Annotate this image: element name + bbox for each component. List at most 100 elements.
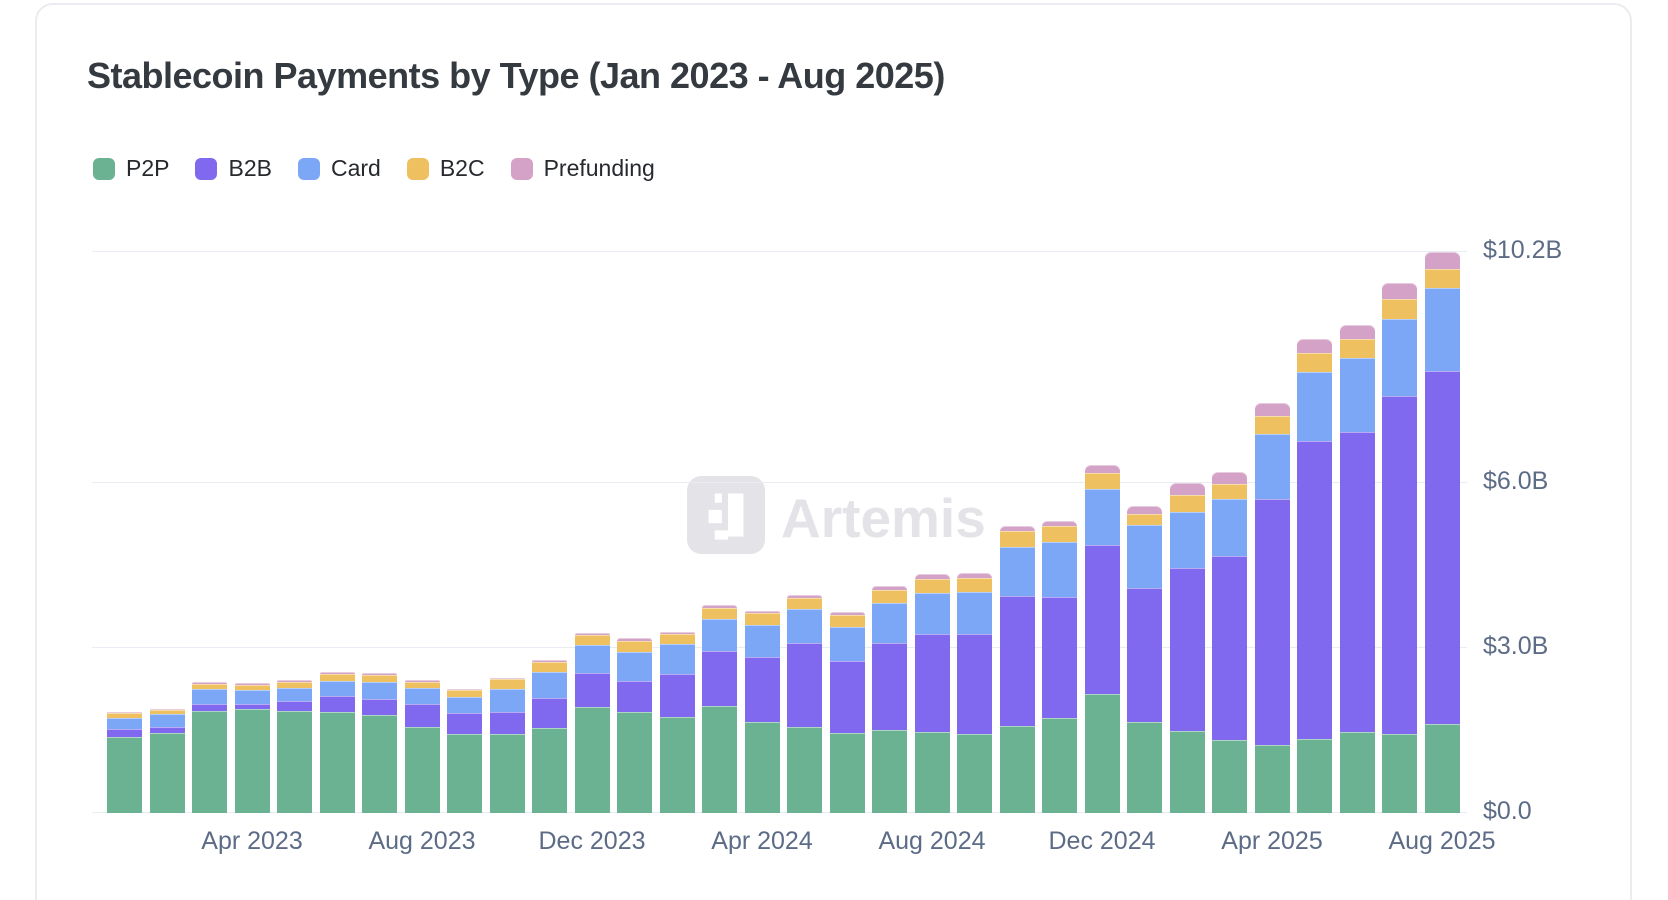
bar-jun-2024[interactable]	[829, 611, 865, 813]
segment-card	[957, 591, 992, 635]
bar-apr-2023[interactable]	[234, 683, 270, 813]
bar-jul-2024[interactable]	[872, 586, 907, 813]
bar-dec-2023[interactable]	[574, 632, 610, 813]
segment-b2c	[872, 590, 907, 604]
bar-oct-2023[interactable]	[489, 677, 525, 813]
segment-p2p	[532, 727, 567, 813]
segment-prefunding	[277, 680, 312, 683]
x-tick-label-apr-2024: Apr 2024	[711, 827, 813, 855]
segment-b2c	[829, 615, 865, 627]
segment-b2c	[1297, 353, 1332, 373]
bar-nov-2024[interactable]	[1042, 520, 1077, 813]
segment-b2b	[787, 643, 822, 728]
legend-item-b2c[interactable]: B2C	[406, 155, 485, 182]
segment-p2p	[277, 711, 312, 813]
segment-card	[872, 603, 907, 643]
segment-card	[574, 644, 610, 673]
segment-p2p	[999, 726, 1035, 813]
bar-may-2024[interactable]	[787, 594, 822, 813]
gridline-$0.0	[92, 812, 1467, 813]
segment-b2b	[447, 712, 482, 734]
segment-prefunding	[1084, 464, 1120, 474]
segment-b2b	[617, 681, 652, 712]
bar-mar-2023[interactable]	[192, 682, 227, 813]
segment-card	[1084, 489, 1120, 545]
bar-may-2023[interactable]	[277, 680, 312, 813]
bar-feb-2023[interactable]	[149, 708, 185, 813]
x-tick-label-aug-2023: Aug 2023	[368, 827, 476, 855]
bar-dec-2024[interactable]	[1084, 464, 1120, 813]
segment-prefunding	[149, 708, 185, 710]
bar-aug-2025[interactable]	[1424, 252, 1460, 813]
segment-p2p	[574, 706, 610, 813]
segment-prefunding	[1424, 252, 1460, 270]
segment-b2c	[447, 690, 482, 697]
segment-b2b	[702, 650, 737, 707]
segment-prefunding	[1339, 324, 1375, 340]
chart-title: Stablecoin Payments by Type (Jan 2023 - …	[87, 55, 945, 96]
bar-jun-2025[interactable]	[1339, 324, 1375, 813]
segment-card	[1042, 541, 1077, 597]
segment-card	[829, 626, 865, 661]
segment-p2p	[744, 722, 780, 813]
segment-card	[659, 643, 695, 674]
segment-prefunding	[787, 594, 822, 598]
segment-b2c	[404, 681, 440, 689]
legend-label: P2P	[126, 155, 170, 181]
segment-p2p	[1339, 732, 1375, 813]
bar-oct-2024[interactable]	[999, 526, 1035, 813]
legend-item-b2b[interactable]: B2B	[195, 155, 272, 182]
segment-card	[1339, 358, 1375, 433]
x-tick-label-aug-2024: Aug 2024	[878, 827, 986, 855]
segment-b2c	[702, 608, 737, 620]
bar-sep-2023[interactable]	[447, 688, 482, 813]
y-tick-label-$6.0B: $6.0B	[1483, 467, 1549, 495]
segment-b2b	[829, 660, 865, 734]
segment-b2c	[787, 597, 822, 609]
legend-chip-b2c	[406, 157, 429, 180]
bar-jul-2025[interactable]	[1382, 283, 1417, 813]
gridline-$10.2B	[92, 251, 1467, 252]
bar-jan-2023[interactable]	[107, 711, 142, 813]
bar-apr-2025[interactable]	[1254, 403, 1290, 813]
legend-item-p2p[interactable]: P2P	[93, 155, 169, 182]
segment-prefunding	[1169, 483, 1205, 496]
segment-b2b	[1169, 568, 1205, 732]
segment-b2c	[319, 673, 355, 682]
bar-jul-2023[interactable]	[362, 673, 397, 813]
bar-mar-2024[interactable]	[702, 605, 737, 813]
segment-b2c	[957, 577, 992, 592]
segment-p2p	[489, 734, 525, 813]
legend-label: Prefunding	[543, 155, 655, 181]
segment-b2c	[489, 679, 525, 690]
bar-apr-2024[interactable]	[744, 610, 780, 813]
segment-b2b	[957, 634, 992, 734]
x-tick-label-aug-2025: Aug 2025	[1388, 827, 1496, 855]
legend-chip-p2p	[93, 157, 115, 180]
bar-nov-2023[interactable]	[532, 660, 567, 813]
segment-p2p	[1254, 744, 1290, 813]
bar-mar-2025[interactable]	[1212, 472, 1247, 813]
bar-sep-2024[interactable]	[957, 572, 992, 813]
bar-feb-2024[interactable]	[659, 631, 695, 813]
bar-aug-2023[interactable]	[404, 679, 440, 813]
segment-p2p	[914, 732, 950, 813]
bar-jun-2023[interactable]	[319, 671, 355, 813]
segment-prefunding	[617, 638, 652, 641]
bar-jan-2024[interactable]	[617, 638, 652, 813]
segment-b2b	[1382, 395, 1417, 735]
segment-p2p	[362, 715, 397, 813]
bar-jan-2025[interactable]	[1127, 506, 1162, 813]
segment-prefunding	[192, 682, 227, 685]
bar-aug-2024[interactable]	[914, 573, 950, 813]
segment-b2c	[1084, 473, 1120, 490]
y-tick-label-$3.0B: $3.0B	[1483, 632, 1549, 660]
plot-area: Artemis	[92, 251, 1467, 813]
segment-p2p	[702, 706, 737, 813]
legend-item-prefunding[interactable]: Prefunding	[510, 155, 655, 182]
legend-item-card[interactable]: Card	[297, 155, 381, 182]
bar-feb-2025[interactable]	[1169, 483, 1205, 813]
bar-may-2025[interactable]	[1297, 339, 1332, 813]
segment-p2p	[1297, 739, 1332, 813]
